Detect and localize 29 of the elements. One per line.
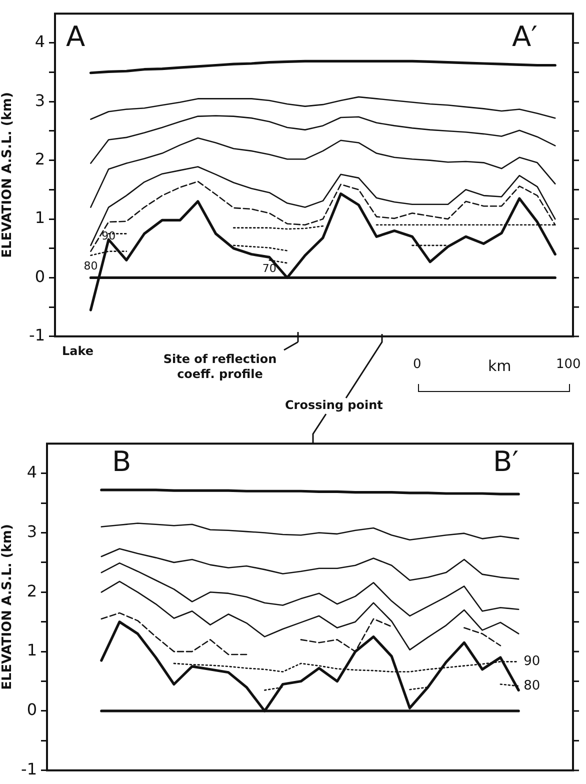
text: Crossing point bbox=[285, 398, 383, 412]
text: Lake bbox=[62, 344, 94, 358]
text: 0 bbox=[413, 357, 422, 372]
y-tick-label: 0 bbox=[34, 266, 45, 286]
text: 100 bbox=[556, 357, 581, 372]
y-tick-label: 4 bbox=[26, 462, 37, 482]
series-label: 90 bbox=[102, 229, 116, 242]
y-tick-label: 0 bbox=[26, 700, 37, 720]
y-axis-title: ELEVATION A.S.L. (km) bbox=[0, 92, 16, 258]
annotation: B bbox=[112, 445, 132, 478]
y-axis-title: ELEVATION A.S.L. (km) bbox=[0, 524, 16, 690]
annotation: A′ bbox=[512, 20, 538, 53]
series-label: 90 bbox=[524, 654, 540, 670]
y-tick-label: 3 bbox=[26, 522, 37, 541]
y-tick-label: 2 bbox=[34, 149, 45, 168]
y-tick-label: 4 bbox=[34, 32, 45, 52]
series-label: 80 bbox=[84, 259, 98, 272]
y-tick-label: 3 bbox=[34, 90, 45, 110]
annotation: A bbox=[66, 20, 86, 53]
text: km bbox=[488, 357, 512, 375]
annotation: B′ bbox=[493, 445, 519, 478]
series-label: 80 bbox=[524, 678, 540, 694]
y-tick-label: 2 bbox=[26, 581, 37, 600]
text: Site of reflection coeff. profile bbox=[162, 352, 278, 382]
series-label: 70 bbox=[262, 262, 276, 275]
y-tick-label: 1 bbox=[34, 208, 45, 228]
y-tick-label: -1 bbox=[29, 326, 45, 345]
y-tick-label: -1 bbox=[21, 760, 37, 779]
y-tick-label: 1 bbox=[26, 640, 37, 660]
